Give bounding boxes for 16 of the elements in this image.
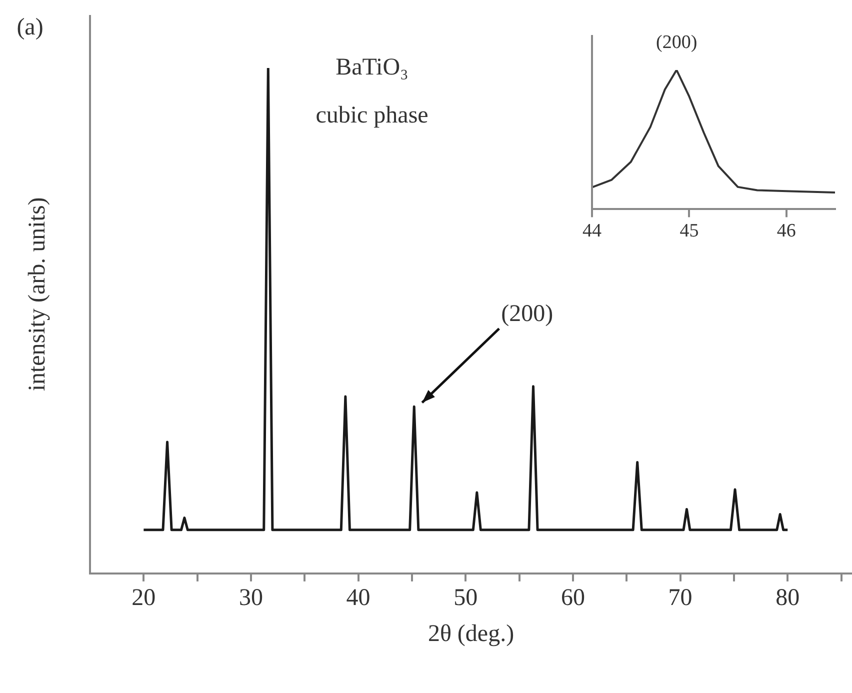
annotation: (200): [501, 300, 554, 327]
annotation: BaTiO₃ cubic phase: [316, 54, 428, 128]
x-axis-title: 2θ (deg.): [428, 620, 514, 647]
x-tick-label: 44: [582, 220, 602, 242]
x-tick-label: 60: [560, 585, 585, 612]
x-tick-label: 70: [668, 585, 692, 612]
y-axis-title: intensity (arb. units): [24, 197, 50, 392]
text: (a): [16, 14, 44, 40]
x-tick-label: 45: [680, 220, 699, 242]
x-tick-label: 20: [132, 585, 156, 612]
x-tick-label: 40: [346, 585, 370, 612]
x-tick-label: 30: [238, 585, 263, 612]
x-tick-label: 80: [776, 585, 800, 612]
x-tick-label: 50: [454, 585, 478, 612]
x-tick-label: 46: [776, 220, 796, 242]
annotation: (200): [656, 32, 698, 53]
